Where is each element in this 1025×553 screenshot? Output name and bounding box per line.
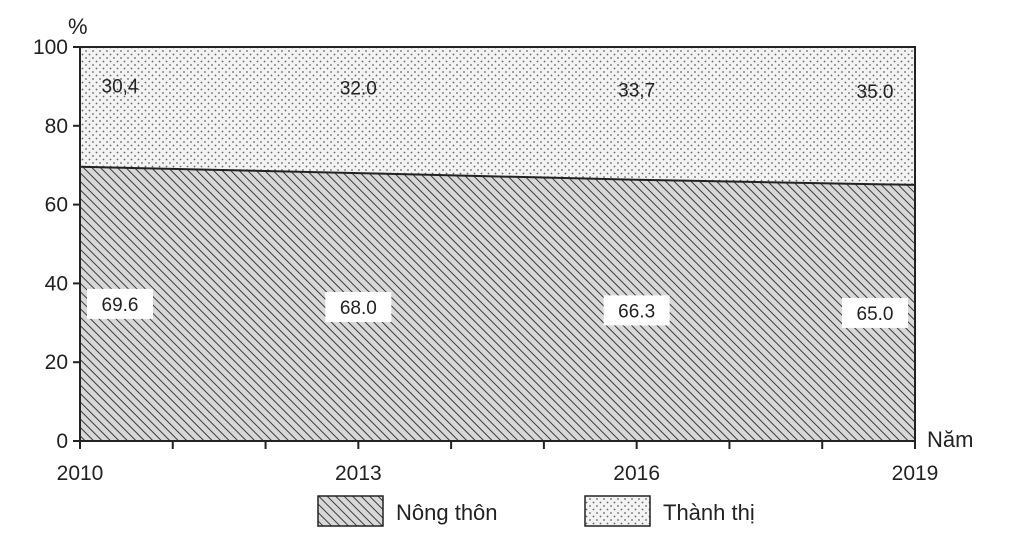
data-label-box — [325, 292, 392, 323]
data-label-thanh-thi: 32.0 — [340, 78, 377, 99]
area-series-nong-thon — [80, 166, 915, 441]
data-label-box — [603, 295, 670, 326]
data-label-thanh-thi: 33,7 — [618, 80, 655, 101]
x-tick-label: 2019 — [892, 462, 939, 485]
data-label-thanh-thi: 35.0 — [857, 82, 894, 103]
y-axis-label: % — [68, 14, 88, 39]
series-boundary-line — [79, 165, 916, 186]
y-tick-label: 20 — [45, 351, 68, 374]
legend-label-thanh-thi: Thành thị — [663, 500, 755, 525]
x-axis-label: Năm — [927, 427, 973, 452]
y-tick-label: 60 — [45, 194, 68, 217]
x-tick-label: 2013 — [335, 462, 382, 485]
y-tick-label: 80 — [45, 115, 68, 138]
x-tick-label: 2016 — [613, 462, 660, 485]
data-label-nong-thon: 66.3 — [618, 301, 655, 322]
data-label-nong-thon: 65.0 — [857, 304, 894, 325]
y-tick-label: 100 — [33, 36, 68, 59]
y-tick-label: 0 — [56, 430, 68, 453]
legend-swatch-thanh-thi — [584, 495, 651, 527]
legend-label-nong-thon: Nông thôn — [396, 500, 498, 525]
data-label-thanh-thi: 30,4 — [102, 76, 139, 97]
legend-swatch-nong-thon — [317, 495, 384, 527]
data-label-box — [842, 297, 908, 328]
x-tick-label: 2010 — [57, 462, 104, 485]
data-label-nong-thon: 69.6 — [102, 295, 139, 316]
area-series-thanh-thi — [80, 47, 915, 185]
y-tick-label: 40 — [45, 272, 68, 295]
data-label-nong-thon: 68.0 — [340, 298, 377, 319]
data-label-box — [87, 288, 153, 319]
plot-frame — [79, 46, 916, 442]
